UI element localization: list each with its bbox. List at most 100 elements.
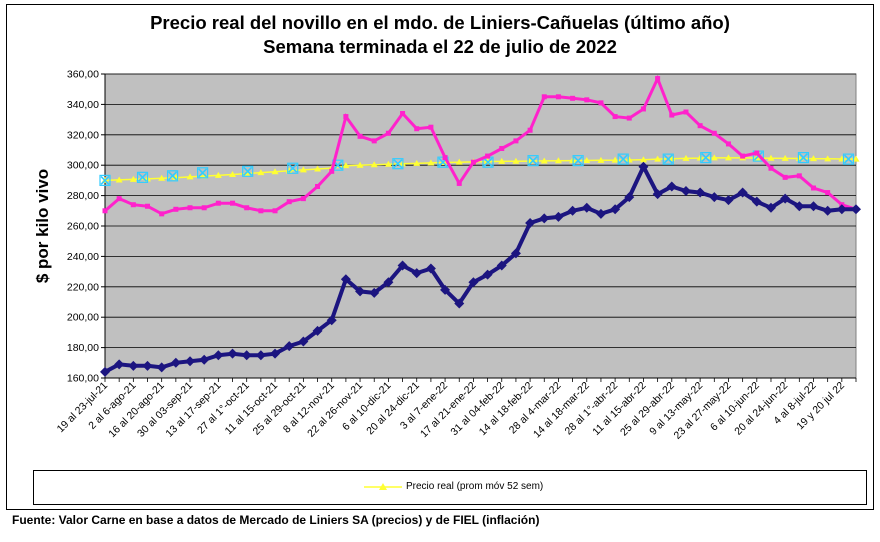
data-point-marker-box xyxy=(136,171,149,183)
legend: Precio real (prom móv 52 sem) xyxy=(33,470,867,505)
data-point-moving-average xyxy=(639,156,647,163)
data-point-navy xyxy=(199,354,210,365)
y-tick-label: 360,00 xyxy=(67,69,99,81)
data-point-magenta xyxy=(598,100,604,106)
data-point-magenta xyxy=(570,95,576,101)
data-point-magenta xyxy=(300,196,306,202)
data-point-moving-average xyxy=(214,171,222,178)
data-point-navy xyxy=(340,274,351,285)
y-tick-label: 180,00 xyxy=(67,342,99,354)
data-point-marker-cross xyxy=(618,154,628,164)
data-point-marker-box xyxy=(700,152,712,164)
data-point-navy xyxy=(142,360,153,371)
data-point-moving-average xyxy=(724,154,732,161)
data-point-marker-cross xyxy=(798,153,808,163)
data-point-magenta xyxy=(272,208,278,214)
legend-label: Precio real (prom móv 52 sem) xyxy=(406,481,544,492)
data-point-marker-cross xyxy=(393,159,403,169)
data-point-magenta xyxy=(640,106,646,112)
data-point-navy xyxy=(765,202,776,213)
data-point-moving-average xyxy=(498,157,506,164)
data-point-moving-average xyxy=(427,159,435,166)
data-point-marker-box xyxy=(662,153,674,165)
data-point-magenta xyxy=(230,200,236,206)
data-point-navy xyxy=(567,205,578,216)
data-point-magenta xyxy=(768,165,774,171)
data-point-magenta xyxy=(357,133,363,139)
data-point-magenta xyxy=(697,123,703,129)
data-point-magenta xyxy=(655,76,661,82)
data-point-moving-average xyxy=(229,170,237,177)
chart-title-line2: Semana terminada el 22 de julio de 2022 xyxy=(263,36,617,57)
data-point-moving-average xyxy=(767,154,775,161)
data-point-marker-box xyxy=(287,162,299,174)
data-point-navy xyxy=(553,211,564,222)
data-point-magenta xyxy=(527,127,533,133)
data-point-magenta xyxy=(414,126,420,132)
data-point-navy xyxy=(624,192,635,203)
data-point-moving-average xyxy=(696,154,704,161)
data-point-magenta xyxy=(102,208,108,214)
data-point-marker-cross xyxy=(701,153,711,163)
data-point-magenta xyxy=(244,205,250,211)
data-point-magenta xyxy=(215,200,221,206)
data-point-navy xyxy=(496,260,507,271)
data-point-magenta xyxy=(754,150,760,156)
data-point-marker-cross xyxy=(573,156,583,166)
data-point-marker-box xyxy=(242,165,254,177)
legend-swatch xyxy=(364,482,402,490)
data-point-magenta xyxy=(145,203,151,209)
data-point-marker-box xyxy=(572,155,584,167)
data-point-marker-cross xyxy=(100,175,110,185)
data-point-marker-box xyxy=(617,153,629,165)
data-point-navy xyxy=(270,348,281,359)
data-point-magenta xyxy=(315,183,321,189)
y-axis-label: $ por kilo vivo xyxy=(33,169,52,283)
data-point-moving-average xyxy=(512,157,520,164)
data-point-moving-average xyxy=(625,156,633,163)
data-point-navy xyxy=(355,286,366,297)
data-point-navy xyxy=(836,204,847,215)
data-point-moving-average xyxy=(583,156,591,163)
data-point-magenta xyxy=(173,206,179,212)
data-point-navy xyxy=(525,217,536,228)
data-point-navy xyxy=(709,192,720,203)
data-point-navy xyxy=(482,269,493,280)
data-point-navy xyxy=(794,201,805,212)
data-point-moving-average xyxy=(413,159,421,166)
data-point-moving-average xyxy=(158,174,166,181)
data-point-navy xyxy=(369,287,380,298)
data-point-magenta xyxy=(711,130,717,136)
data-point-navy xyxy=(425,263,436,274)
data-point-magenta xyxy=(725,141,731,147)
line-chart: 160,00 180,00 200,00 220,00 240,00 260,00 280,… xyxy=(33,69,861,442)
data-point-magenta xyxy=(442,155,448,161)
data-point-magenta xyxy=(329,168,335,174)
data-point-navy xyxy=(255,350,266,361)
data-point-marker-cross xyxy=(198,168,208,178)
data-point-marker-box xyxy=(842,153,855,165)
data-point-magenta xyxy=(116,196,122,202)
data-point-magenta xyxy=(385,130,391,136)
data-point-navy xyxy=(638,161,649,172)
data-point-marker-cross xyxy=(168,171,178,181)
data-point-marker-box xyxy=(99,174,111,186)
data-point-navy xyxy=(411,268,422,279)
data-point-navy xyxy=(440,284,451,295)
data-point-navy xyxy=(114,359,125,370)
data-point-navy xyxy=(808,201,819,212)
data-point-moving-average xyxy=(314,165,322,172)
data-point-moving-average xyxy=(186,173,194,180)
data-point-navy xyxy=(284,341,295,352)
data-point-marker-cross xyxy=(288,163,298,173)
data-point-moving-average xyxy=(115,176,123,183)
data-point-magenta xyxy=(258,208,264,214)
data-point-magenta xyxy=(499,145,505,151)
chart-title-line1: Precio real del novillo en el mdo. de Li… xyxy=(150,12,730,33)
data-point-magenta xyxy=(428,124,434,130)
data-point-navy xyxy=(610,204,621,215)
data-point-marker-cross xyxy=(483,157,493,167)
data-point-navy xyxy=(510,248,521,259)
data-point-navy xyxy=(227,348,238,359)
legend-item-moving-average: Precio real (prom móv 52 sem) xyxy=(364,481,543,492)
